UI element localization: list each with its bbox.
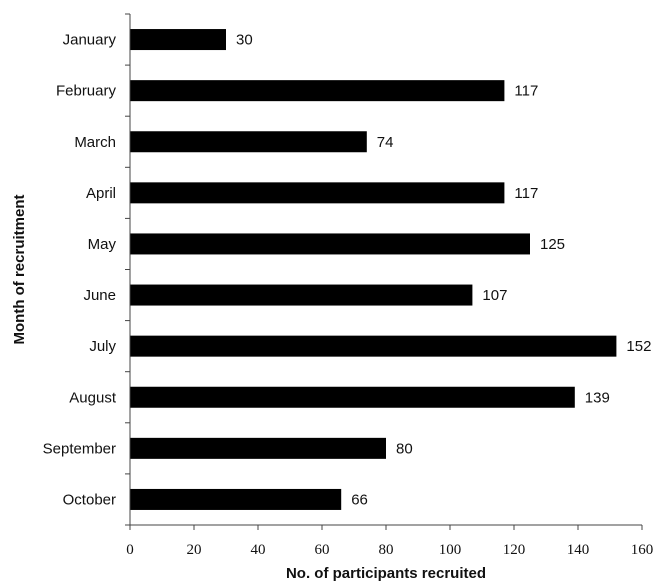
bar-march bbox=[130, 131, 367, 153]
bar-june bbox=[130, 284, 473, 306]
bar-april bbox=[130, 182, 505, 204]
x-axis-title: No. of participants recruited bbox=[286, 565, 486, 582]
x-tick-label: 20 bbox=[187, 542, 202, 558]
bar-february bbox=[130, 80, 505, 102]
bar-july bbox=[130, 335, 617, 357]
value-label: 80 bbox=[396, 440, 413, 457]
category-label: October bbox=[63, 491, 116, 508]
bars-group bbox=[130, 29, 617, 510]
value-label: 139 bbox=[585, 389, 610, 406]
category-label: January bbox=[63, 32, 117, 49]
category-labels: January February March April May June July Augu… bbox=[43, 32, 117, 509]
category-label: February bbox=[56, 83, 117, 100]
value-label: 66 bbox=[351, 491, 368, 508]
bar-october bbox=[130, 488, 342, 510]
value-label: 117 bbox=[514, 83, 538, 100]
x-tick-label: 140 bbox=[567, 542, 590, 558]
bar-may bbox=[130, 233, 530, 255]
y-axis-title: Month of recruitment bbox=[11, 195, 28, 345]
bar-january bbox=[130, 29, 226, 51]
y-axis-ticks bbox=[125, 13, 130, 526]
value-label: 74 bbox=[377, 134, 394, 151]
bar-september bbox=[130, 437, 386, 459]
value-labels: 30 117 74 117 125 107 152 139 80 66 bbox=[236, 32, 651, 509]
category-label: May bbox=[88, 236, 117, 253]
category-label: April bbox=[86, 185, 116, 202]
category-label: July bbox=[89, 338, 116, 355]
category-label: June bbox=[83, 287, 116, 304]
x-axis-ticks: 0 20 40 60 80 100 120 140 160 bbox=[126, 525, 653, 558]
value-label: 117 bbox=[514, 185, 538, 202]
x-tick-label: 80 bbox=[379, 542, 394, 558]
x-tick-label: 160 bbox=[631, 542, 654, 558]
value-label: 30 bbox=[236, 32, 253, 49]
bar-august bbox=[130, 386, 575, 408]
category-label: September bbox=[43, 440, 116, 457]
category-label: August bbox=[69, 389, 117, 406]
x-tick-label: 100 bbox=[439, 542, 462, 558]
x-tick-label: 60 bbox=[315, 542, 330, 558]
x-tick-label: 0 bbox=[126, 542, 134, 558]
x-tick-label: 40 bbox=[251, 542, 266, 558]
value-label: 152 bbox=[626, 338, 651, 355]
x-tick-label: 120 bbox=[503, 542, 526, 558]
value-label: 107 bbox=[482, 287, 507, 304]
category-label: March bbox=[74, 134, 116, 151]
value-label: 125 bbox=[540, 236, 565, 253]
